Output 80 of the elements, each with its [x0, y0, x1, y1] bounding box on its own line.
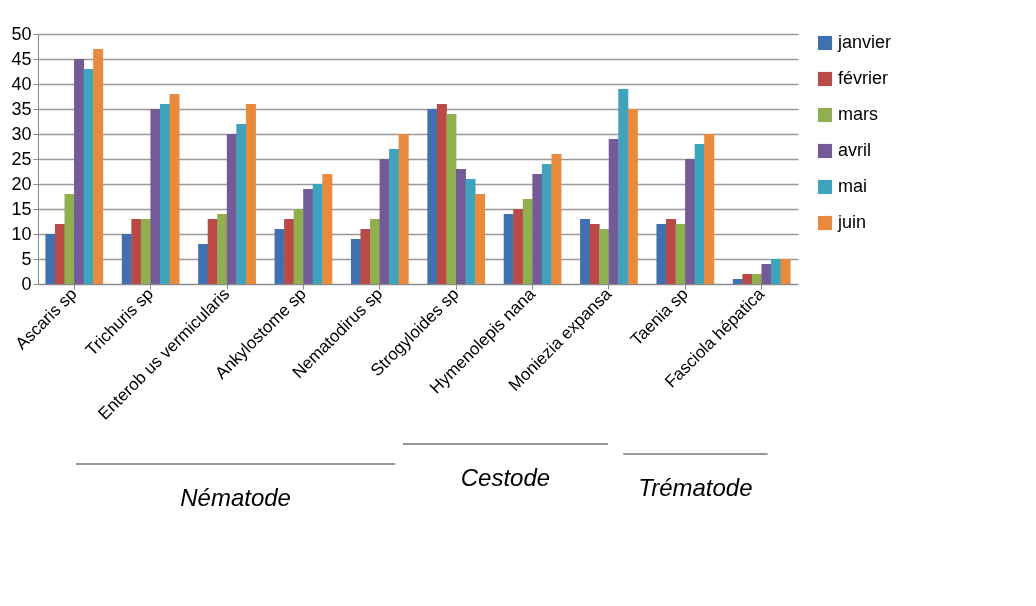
bar: [513, 209, 524, 284]
bar: [427, 109, 438, 284]
y-tick-label: 40: [11, 73, 32, 94]
bar: [436, 104, 447, 284]
y-tick-label: 15: [11, 198, 32, 219]
bar: [771, 259, 782, 284]
y-tick-label: 20: [11, 173, 32, 194]
bar: [274, 229, 285, 284]
text: Trématode: [638, 474, 753, 501]
legend-label: avril: [838, 140, 872, 160]
bar: [666, 219, 677, 284]
bar: [226, 134, 237, 284]
text: Cestode: [460, 464, 551, 491]
bar: [312, 184, 323, 284]
legend-label: mai: [838, 176, 868, 196]
y-tick-label: 50: [11, 23, 32, 44]
bar: [293, 209, 304, 284]
bar: [159, 104, 170, 284]
bar: [245, 104, 256, 284]
bar: [198, 244, 209, 284]
bar: [656, 224, 667, 284]
y-tick-label: 10: [11, 223, 32, 244]
bar: [599, 229, 610, 284]
bar: [236, 124, 247, 284]
bar: [379, 159, 390, 284]
bar: [131, 219, 142, 284]
bar: [751, 274, 762, 284]
bar: [350, 239, 361, 284]
legend-label: janvier: [837, 32, 892, 52]
bar: [217, 214, 228, 284]
y-tick-label: 45: [11, 48, 32, 69]
bar: [64, 194, 75, 284]
bar: [74, 59, 85, 284]
bar: [284, 219, 295, 284]
legend-label: mars: [838, 104, 878, 124]
bar: [54, 224, 65, 284]
bar: [732, 279, 743, 284]
y-tick-label: 35: [11, 98, 32, 119]
bar: [742, 274, 753, 284]
bar: [704, 134, 715, 284]
bar: [580, 219, 591, 284]
bar: [45, 234, 56, 284]
text: Nématode: [180, 484, 291, 511]
legend-label: juin: [837, 212, 867, 232]
bar: [465, 179, 476, 284]
bar: [694, 144, 705, 284]
bar: [627, 109, 638, 284]
y-tick-label: 25: [11, 148, 32, 169]
y-tick-label: 0: [21, 273, 32, 294]
bar: [475, 194, 486, 284]
bar: [551, 154, 562, 284]
bar: [780, 259, 791, 284]
bar: [169, 94, 180, 284]
bar: [503, 214, 514, 284]
bar: [675, 224, 686, 284]
bar: [532, 174, 543, 284]
bar: [541, 164, 552, 284]
bar: [389, 149, 400, 284]
legend-label: février: [838, 68, 889, 88]
y-tick-label: 5: [21, 248, 32, 269]
bar: [207, 219, 218, 284]
bar: [446, 114, 457, 284]
bar: [150, 109, 161, 284]
bar: [360, 229, 371, 284]
bar: [618, 89, 629, 284]
bar: [522, 199, 533, 284]
bar: [761, 264, 772, 284]
bar: [685, 159, 696, 284]
y-tick-label: 30: [11, 123, 32, 144]
bar: [370, 219, 381, 284]
bar: [608, 139, 619, 284]
bar: [121, 234, 132, 284]
bar: [322, 174, 333, 284]
bar: [455, 169, 466, 284]
bar: [589, 224, 600, 284]
bar: [140, 219, 151, 284]
bar: [93, 49, 104, 284]
bar: [83, 69, 94, 284]
bar: [303, 189, 314, 284]
bar: [398, 134, 409, 284]
